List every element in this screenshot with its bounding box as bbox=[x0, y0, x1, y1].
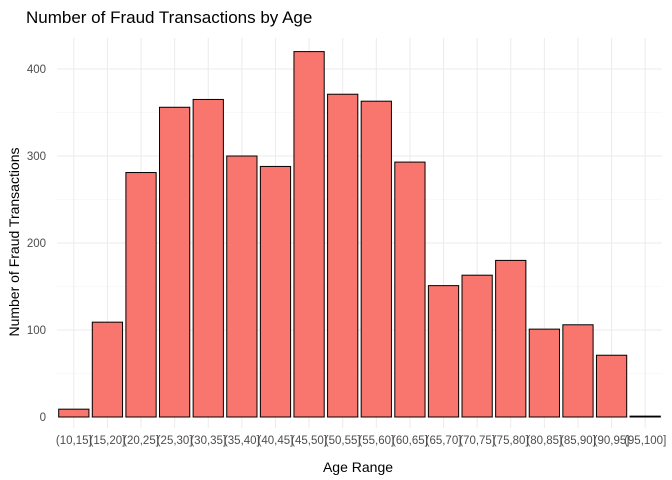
bar bbox=[595, 354, 628, 418]
x-tick-label: (10,15] bbox=[56, 435, 92, 447]
y-tick-label: 400 bbox=[27, 64, 46, 76]
x-tick-label: (65,70] bbox=[426, 435, 462, 447]
y-axis-title: Number of Fraud Transactions bbox=[6, 147, 22, 336]
bar bbox=[159, 106, 191, 418]
bar bbox=[461, 274, 493, 418]
bar bbox=[562, 324, 594, 418]
x-tick-label: (60,65] bbox=[392, 435, 428, 447]
x-tick-label: (25,30] bbox=[157, 435, 193, 447]
bar bbox=[427, 285, 460, 418]
y-axis-ticks: 0 100 200 300 400 bbox=[27, 64, 46, 424]
x-tick-label: (35,40] bbox=[224, 435, 260, 447]
x-tick-label: (30,35] bbox=[190, 435, 226, 447]
x-tick-label: (95,100] bbox=[624, 435, 666, 447]
bar bbox=[394, 161, 426, 418]
y-tick-label: 0 bbox=[40, 412, 46, 424]
bar bbox=[91, 321, 124, 418]
bar bbox=[293, 51, 325, 418]
x-axis-title: Age Range bbox=[323, 459, 393, 475]
x-tick-label: (20,25] bbox=[123, 435, 159, 447]
x-tick-label: (70,75] bbox=[459, 435, 495, 447]
x-tick-label: (75,80] bbox=[493, 435, 529, 447]
bar bbox=[360, 100, 392, 418]
x-tick-label: (45,50] bbox=[291, 435, 327, 447]
y-tick-label: 200 bbox=[27, 238, 46, 250]
bar bbox=[58, 408, 90, 418]
bars bbox=[58, 51, 661, 418]
x-tick-label: (40,45] bbox=[258, 435, 294, 447]
x-axis-ticks: (10,15](15,20](20,25](25,30](30,35](35,4… bbox=[56, 435, 666, 447]
bar bbox=[192, 98, 224, 418]
x-tick-label: (90,95] bbox=[594, 435, 630, 447]
x-tick-label: (50,55] bbox=[325, 435, 361, 447]
bar bbox=[327, 93, 359, 418]
bar bbox=[125, 172, 157, 418]
bar bbox=[528, 328, 560, 418]
bar bbox=[226, 155, 258, 418]
bar bbox=[495, 259, 527, 418]
x-tick-label: (80,85] bbox=[526, 435, 562, 447]
bar bbox=[629, 415, 661, 418]
y-tick-label: 100 bbox=[27, 325, 46, 337]
chart-title: Number of Fraud Transactions by Age bbox=[26, 8, 312, 27]
bar bbox=[259, 165, 292, 418]
x-tick-label: (15,20] bbox=[90, 435, 126, 447]
x-tick-label: (55,60] bbox=[358, 435, 394, 447]
x-tick-label: (85,90] bbox=[560, 435, 596, 447]
y-tick-label: 300 bbox=[27, 151, 46, 163]
